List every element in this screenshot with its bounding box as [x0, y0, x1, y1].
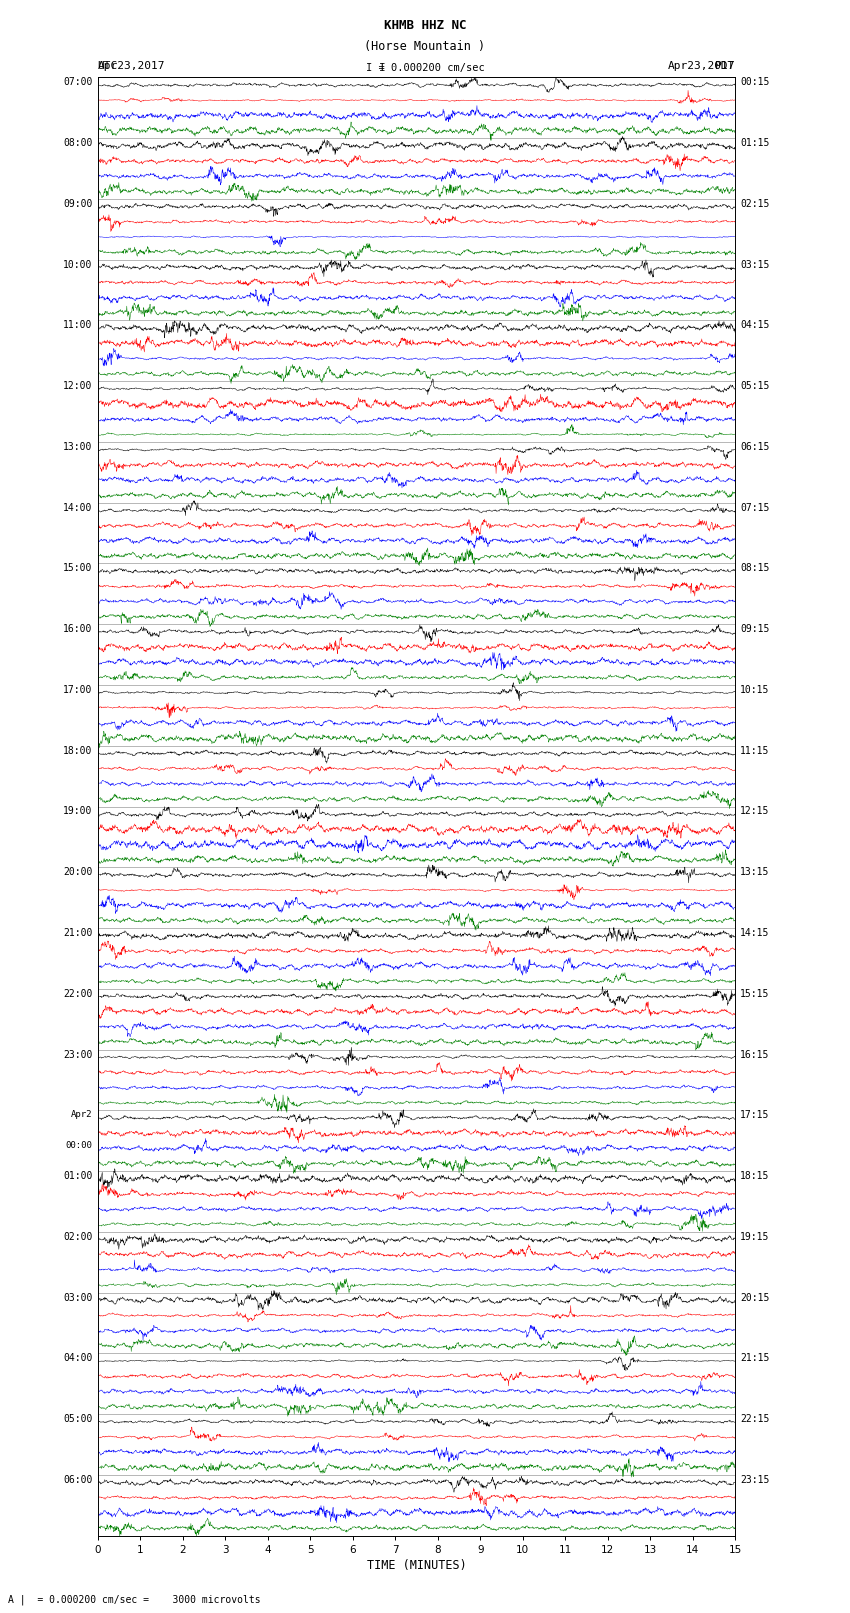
Text: 15:00: 15:00: [63, 563, 93, 574]
Text: Apr23,2017: Apr23,2017: [668, 50, 735, 71]
Text: 04:00: 04:00: [63, 1353, 93, 1363]
Text: 14:00: 14:00: [63, 503, 93, 513]
Text: 00:15: 00:15: [740, 77, 770, 87]
Text: 10:00: 10:00: [63, 260, 93, 269]
Text: 23:15: 23:15: [740, 1474, 770, 1486]
Text: I = 0.000200 cm/sec: I = 0.000200 cm/sec: [366, 63, 484, 73]
Text: UTC: UTC: [98, 61, 118, 71]
Text: I: I: [379, 63, 386, 73]
Text: 23:00: 23:00: [63, 1050, 93, 1060]
Text: 06:00: 06:00: [63, 1474, 93, 1486]
Text: 22:15: 22:15: [740, 1415, 770, 1424]
Text: 08:15: 08:15: [740, 563, 770, 574]
Text: 18:00: 18:00: [63, 745, 93, 756]
Text: 14:15: 14:15: [740, 927, 770, 939]
Text: 08:00: 08:00: [63, 139, 93, 148]
Text: 03:15: 03:15: [740, 260, 770, 269]
Text: 13:00: 13:00: [63, 442, 93, 452]
Text: 20:15: 20:15: [740, 1292, 770, 1303]
Text: (Horse Mountain ): (Horse Mountain ): [365, 40, 485, 53]
Text: 19:15: 19:15: [740, 1232, 770, 1242]
Text: 21:15: 21:15: [740, 1353, 770, 1363]
Text: 21:00: 21:00: [63, 927, 93, 939]
Text: 12:00: 12:00: [63, 381, 93, 392]
Text: 10:15: 10:15: [740, 686, 770, 695]
Text: A |  = 0.000200 cm/sec =    3000 microvolts: A | = 0.000200 cm/sec = 3000 microvolts: [8, 1594, 261, 1605]
Text: 11:15: 11:15: [740, 745, 770, 756]
Text: 06:15: 06:15: [740, 442, 770, 452]
Text: 01:00: 01:00: [63, 1171, 93, 1181]
Text: 15:15: 15:15: [740, 989, 770, 998]
Text: Apr2: Apr2: [71, 1110, 93, 1119]
Text: 17:00: 17:00: [63, 686, 93, 695]
Text: 16:15: 16:15: [740, 1050, 770, 1060]
Text: 12:15: 12:15: [740, 806, 770, 816]
X-axis label: TIME (MINUTES): TIME (MINUTES): [366, 1558, 467, 1571]
Text: 03:00: 03:00: [63, 1292, 93, 1303]
Text: 13:15: 13:15: [740, 868, 770, 877]
Text: 07:00: 07:00: [63, 77, 93, 87]
Text: 09:00: 09:00: [63, 198, 93, 210]
Text: 07:15: 07:15: [740, 503, 770, 513]
Text: 02:15: 02:15: [740, 198, 770, 210]
Text: 04:15: 04:15: [740, 321, 770, 331]
Text: 00:00: 00:00: [65, 1140, 93, 1150]
Text: 18:15: 18:15: [740, 1171, 770, 1181]
Text: KHMB HHZ NC: KHMB HHZ NC: [383, 19, 467, 32]
Text: 16:00: 16:00: [63, 624, 93, 634]
Text: 22:00: 22:00: [63, 989, 93, 998]
Text: Apr23,2017: Apr23,2017: [98, 50, 165, 71]
Text: 17:15: 17:15: [740, 1110, 770, 1121]
Text: 02:00: 02:00: [63, 1232, 93, 1242]
Text: 20:00: 20:00: [63, 868, 93, 877]
Text: 01:15: 01:15: [740, 139, 770, 148]
Text: 19:00: 19:00: [63, 806, 93, 816]
Text: 09:15: 09:15: [740, 624, 770, 634]
Text: PDT: PDT: [715, 61, 735, 71]
Text: 05:15: 05:15: [740, 381, 770, 392]
Text: 11:00: 11:00: [63, 321, 93, 331]
Text: 05:00: 05:00: [63, 1415, 93, 1424]
